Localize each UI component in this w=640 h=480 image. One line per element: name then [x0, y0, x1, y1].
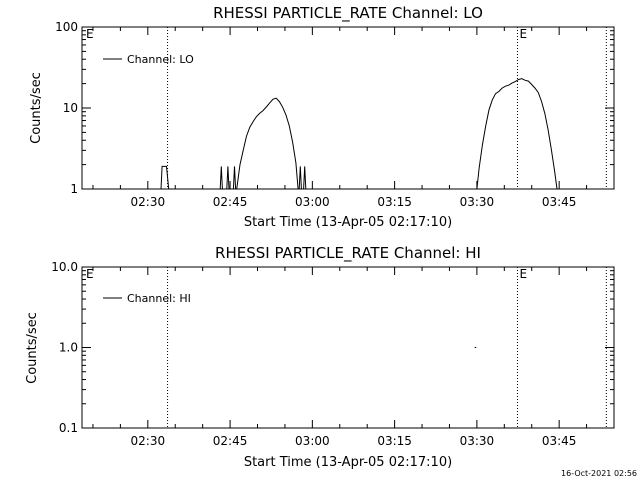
series-line-segment	[303, 166, 307, 190]
y-tick-label: 100	[55, 20, 78, 34]
x-tick-label: 03:45	[542, 195, 577, 209]
marker-label: E	[519, 27, 527, 41]
series-line-segment	[236, 97, 299, 190]
series-line-segment	[160, 165, 170, 190]
x-tick-label: 02:45	[213, 434, 248, 448]
x-tick-label: 02:30	[131, 434, 166, 448]
corner-e-label: E	[86, 27, 94, 41]
x-axis-label: Start Time (13-Apr-05 02:17:10)	[244, 215, 452, 230]
x-tick-label: 02:30	[131, 195, 166, 209]
series-line-segment	[476, 78, 558, 190]
series-line-segment	[226, 166, 230, 190]
y-tick-label: 1	[70, 182, 78, 196]
chart-title: RHESSI PARTICLE_RATE Channel: HI	[215, 244, 481, 263]
corner-e-label: E	[86, 267, 94, 281]
series-line-segment	[298, 166, 302, 190]
y-tick-label: 10	[63, 101, 78, 115]
panel-hi: RHESSI PARTICLE_RATE Channel: HI Counts/…	[25, 244, 615, 470]
legend: Channel: LO	[103, 53, 194, 66]
x-tick-label: 02:45	[213, 195, 248, 209]
series-line-segment	[219, 166, 223, 190]
x-tick-label: 03:15	[377, 195, 412, 209]
y-tick-label: 1.0	[59, 341, 78, 355]
y-axis-label: Counts/sec	[25, 312, 40, 384]
x-tick-label: 03:30	[460, 434, 495, 448]
x-axis-label: Start Time (13-Apr-05 02:17:10)	[244, 455, 452, 470]
chart-title: RHESSI PARTICLE_RATE Channel: LO	[213, 4, 483, 23]
x-tick-label: 03:30	[460, 195, 495, 209]
x-tick-label: 03:00	[295, 195, 330, 209]
legend-label: Channel: HI	[127, 292, 191, 305]
x-tick-label: 03:00	[295, 434, 330, 448]
x-tick-label: 03:45	[542, 434, 577, 448]
series-line-segment	[232, 166, 237, 190]
x-tick-label: 03:15	[377, 434, 412, 448]
plot-frame	[81, 26, 615, 190]
legend: Channel: HI	[103, 292, 191, 305]
generation-timestamp: 16-Oct-2021 02:56	[561, 469, 637, 478]
legend-label: Channel: LO	[127, 53, 194, 66]
y-tick-label: 10.0	[51, 260, 78, 274]
marker-label: E	[519, 267, 527, 281]
y-tick-label: 0.1	[59, 421, 78, 435]
panel-lo: RHESSI PARTICLE_RATE Channel: LO Counts/…	[29, 4, 615, 230]
y-axis-label: Counts/sec	[29, 72, 44, 144]
